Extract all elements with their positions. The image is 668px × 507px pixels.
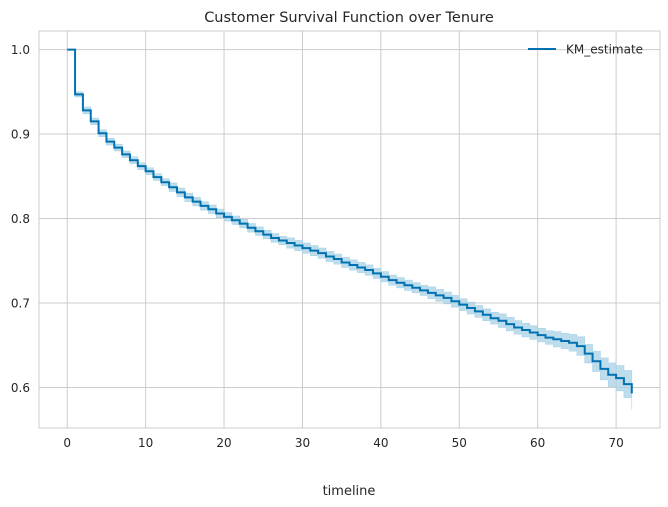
x-tick-label: 20 bbox=[216, 436, 231, 450]
x-tick-label: 70 bbox=[608, 436, 623, 450]
x-tick-label: 50 bbox=[452, 436, 467, 450]
x-axis-label: timeline bbox=[323, 484, 376, 499]
chart-title: Customer Survival Function over Tenure bbox=[204, 10, 494, 26]
x-tick-label: 10 bbox=[138, 436, 153, 450]
y-tick-label: 1.0 bbox=[11, 43, 30, 57]
x-tick-label: 60 bbox=[530, 436, 545, 450]
y-tick-label: 0.7 bbox=[11, 296, 30, 310]
y-tick-label: 0.9 bbox=[11, 128, 30, 142]
grid bbox=[39, 31, 660, 428]
x-tick-label: 30 bbox=[295, 436, 310, 450]
series-line-km-estimate bbox=[67, 48, 633, 394]
x-axis: 0 10 20 30 40 50 60 70 bbox=[63, 436, 623, 450]
x-tick-label: 0 bbox=[63, 436, 71, 450]
y-tick-label: 0.6 bbox=[11, 381, 30, 395]
series-group bbox=[67, 48, 633, 394]
y-axis: 0.6 0.7 0.8 0.9 1.0 bbox=[11, 43, 30, 395]
y-tick-label: 0.8 bbox=[11, 212, 30, 226]
legend: KM_estimate bbox=[528, 43, 643, 57]
plot-frame bbox=[38, 30, 661, 429]
x-tick-label: 40 bbox=[373, 436, 388, 450]
legend-label-km-estimate: KM_estimate bbox=[566, 43, 643, 57]
